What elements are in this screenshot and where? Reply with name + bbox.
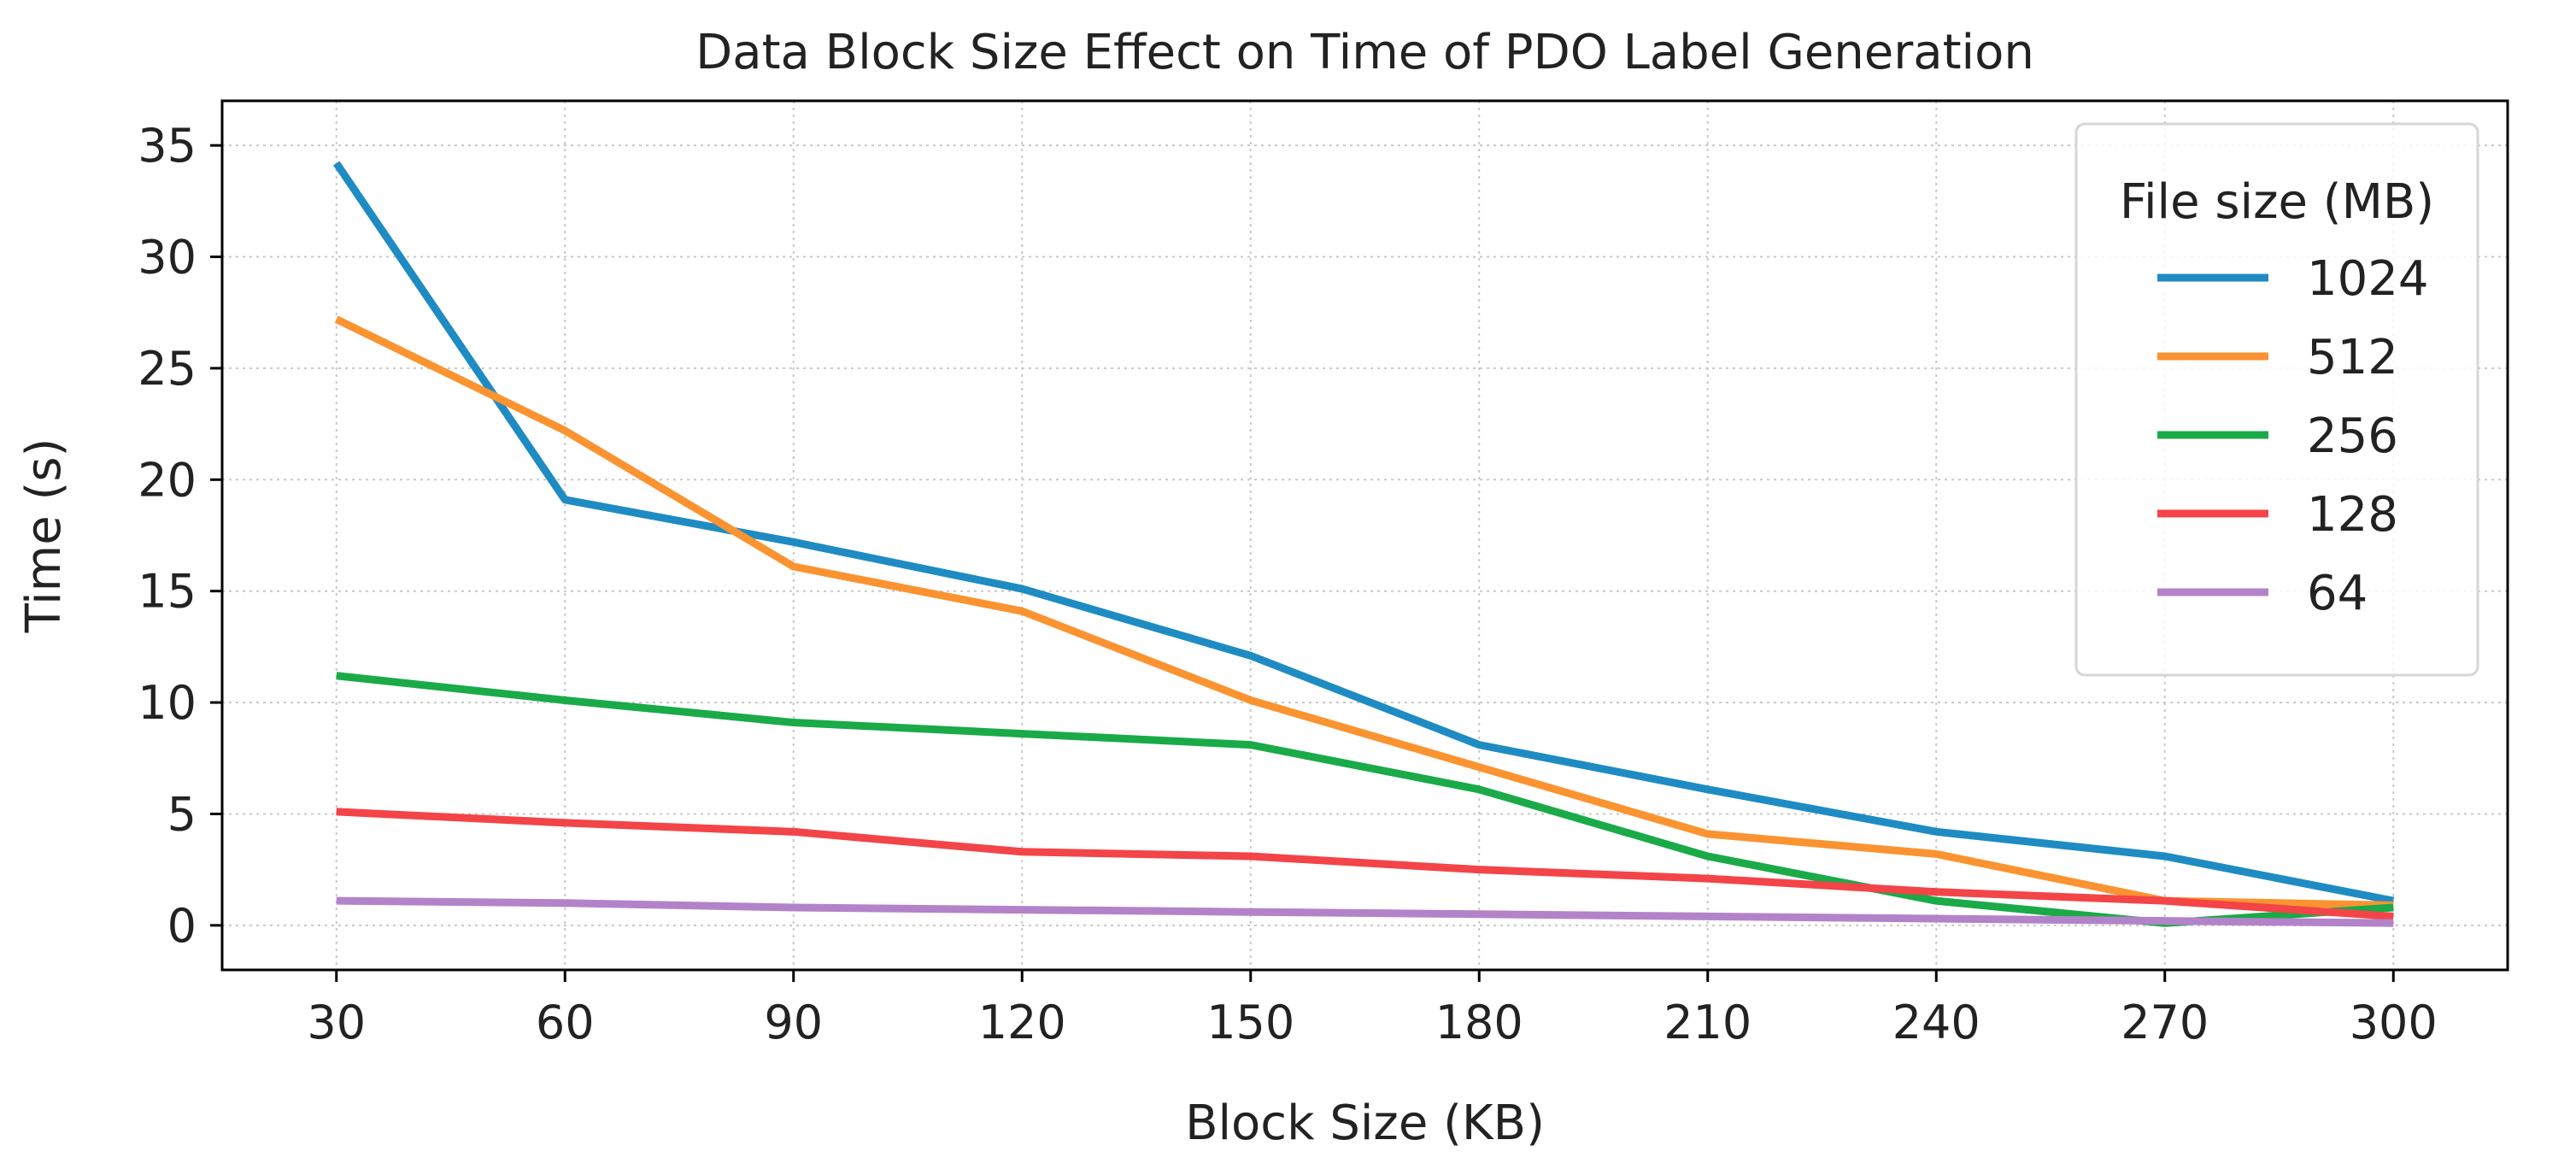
x-tick-label: 270 [2121,996,2209,1049]
legend-label-64: 64 [2307,566,2368,621]
legend-label-128: 128 [2307,487,2398,543]
chart-title: Data Block Size Effect on Time of PDO La… [695,25,2034,80]
x-axis-label: Block Size (KB) [1185,1096,1545,1151]
x-axis-ticks: 30 60 90 120 150 180 210 240 270 300 [307,970,2438,1049]
y-tick-label: 20 [138,453,197,507]
x-tick-label: 210 [1664,996,1752,1049]
series-line-128 [336,808,2394,920]
x-tick-label: 150 [1206,996,1294,1049]
series-line-64 [336,896,2394,927]
x-tick-label: 120 [978,996,1066,1049]
legend-label-1024: 1024 [2307,251,2429,307]
y-tick-label: 10 [138,676,197,730]
legend-label-256: 256 [2307,408,2398,464]
series-lines [333,161,2395,927]
y-axis-ticks: 0 5 10 15 20 25 30 35 [138,119,222,953]
legend: File size (MB) 1024 512 256 128 64 [2074,122,2479,677]
legend-box [2074,122,2479,677]
plot-area-frame [220,99,2509,972]
y-tick-label: 0 [167,899,197,953]
x-tick-label: 30 [307,996,366,1049]
y-tick-label: 15 [138,565,197,619]
y-tick-label: 25 [138,342,197,396]
legend-items: 1024 512 256 128 64 [2157,251,2429,621]
x-tick-label: 240 [1892,996,1980,1049]
x-tick-label: 90 [764,996,823,1049]
x-tick-label: 300 [2350,996,2438,1049]
y-tick-label: 5 [167,787,197,841]
y-tick-label: 30 [138,231,197,285]
legend-label-512: 512 [2307,330,2398,385]
series-line-512 [334,315,2394,909]
series-line-256 [336,672,2394,927]
x-tick-label: 180 [1435,996,1523,1049]
legend-title: File size (MB) [2120,174,2434,230]
y-axis-label: Time (s) [16,438,72,634]
x-tick-label: 60 [536,996,595,1049]
series-line-1024 [333,161,2395,905]
y-tick-label: 35 [138,119,197,173]
